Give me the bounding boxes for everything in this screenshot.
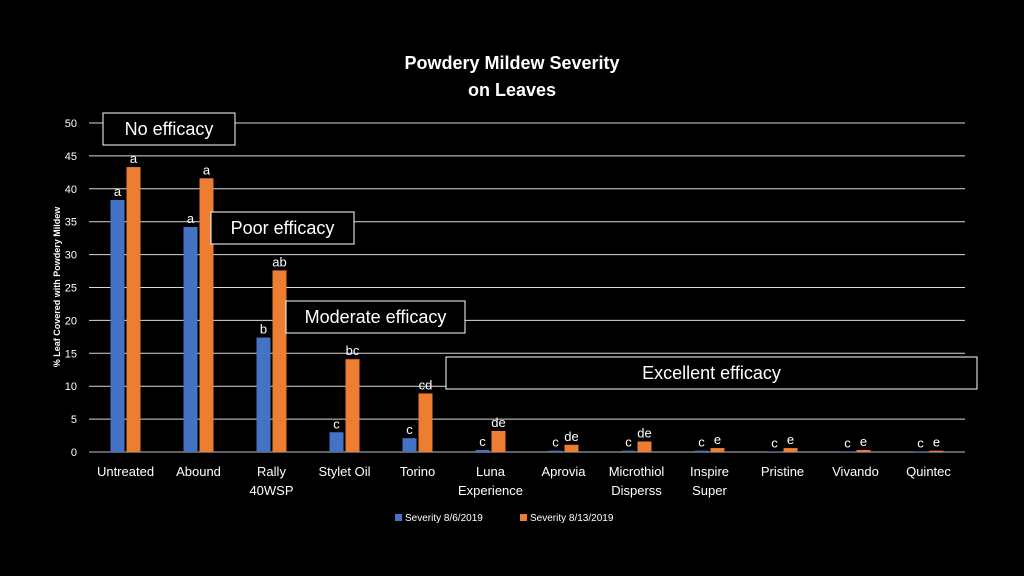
efficacy-annotation-box	[210, 211, 355, 245]
bar-label: c	[844, 435, 851, 450]
efficacy-annotations: No efficacy Poor efficacy Moderate efficac…	[102, 112, 978, 390]
legend-swatch	[520, 514, 527, 521]
category-label: Pristine	[761, 464, 804, 479]
bar	[199, 178, 214, 452]
category-label: Microthiol	[609, 464, 665, 479]
bar-label: c	[333, 416, 340, 431]
bar	[183, 226, 198, 452]
bar	[548, 450, 563, 452]
category-label: Luna	[476, 464, 506, 479]
bar-label: e	[860, 434, 867, 449]
category-label: Inspire	[690, 464, 729, 479]
efficacy-annotation-label: No efficacy	[125, 119, 214, 139]
bar-label: a	[203, 162, 211, 177]
bar-label: c	[625, 435, 632, 450]
category-label: Torino	[400, 464, 435, 479]
category-label: Rally	[257, 464, 286, 479]
bar	[256, 337, 271, 452]
legend-swatch	[395, 514, 402, 521]
category-label: Abound	[176, 464, 221, 479]
bar	[272, 270, 287, 452]
y-tick-label: 25	[65, 283, 77, 295]
bar-label: c	[771, 435, 778, 450]
bar-label: e	[714, 432, 721, 447]
efficacy-annotation-label: Excellent efficacy	[642, 363, 781, 383]
category-label: Untreated	[97, 464, 154, 479]
efficacy-annotation-label: Moderate efficacy	[305, 307, 447, 327]
y-tick-label: 40	[65, 184, 77, 196]
legend-label: Severity 8/13/2019	[530, 513, 614, 524]
bar	[110, 199, 125, 452]
y-tick-label: 0	[71, 447, 77, 459]
bar	[475, 450, 490, 452]
bar-label: a	[114, 184, 122, 199]
bar	[345, 359, 360, 452]
gridlines	[89, 122, 965, 453]
chart-title: Powdery Mildew Severity on Leaves	[404, 53, 619, 100]
bar	[402, 438, 417, 452]
legend: Severity 8/6/2019 Severity 8/13/2019	[395, 513, 614, 524]
y-tick-labels: 0 5 10 15 20 25 30 35 40 45 50	[65, 118, 77, 459]
chart-title-line-2: on Leaves	[468, 80, 556, 100]
bar-label: de	[564, 429, 578, 444]
y-tick-label: 5	[71, 414, 77, 426]
chart-title-line-1: Powdery Mildew Severity	[404, 53, 619, 73]
category-label: Aprovia	[541, 464, 586, 479]
bar-label: c	[698, 435, 705, 450]
efficacy-annotation-box	[102, 112, 236, 146]
category-label: Quintec	[906, 464, 951, 479]
bar-label: e	[787, 432, 794, 447]
bar-label: c	[917, 435, 924, 450]
bar	[637, 441, 652, 452]
bar	[564, 444, 579, 452]
bar	[491, 430, 506, 452]
bar	[913, 451, 928, 452]
y-tick-label: 15	[65, 348, 77, 360]
category-labels: Untreated Abound Rally 40WSP Stylet Oil Torin…	[97, 464, 951, 498]
efficacy-annotation-label: Poor efficacy	[231, 218, 335, 238]
efficacy-annotation-box	[285, 300, 466, 334]
bar-label: e	[933, 435, 940, 450]
category-label: Super	[692, 483, 727, 498]
efficacy-annotation-box	[445, 356, 978, 390]
bar-label: c	[552, 435, 559, 450]
bar-label: de	[491, 415, 505, 430]
category-label: Stylet Oil	[318, 464, 370, 479]
y-tick-label: 20	[65, 315, 77, 327]
y-tick-label: 45	[65, 151, 77, 163]
bar	[767, 451, 782, 452]
bars	[110, 167, 944, 452]
category-label: 40WSP	[249, 483, 293, 498]
bar	[710, 448, 725, 452]
bar-label: a	[130, 151, 138, 166]
y-tick-label: 10	[65, 381, 77, 393]
bar-label: c	[479, 434, 486, 449]
bar	[621, 450, 636, 452]
bar-label: b	[260, 322, 267, 337]
bar	[126, 167, 141, 452]
bar-label: a	[187, 211, 195, 226]
y-tick-label: 50	[65, 118, 77, 130]
y-tick-label: 30	[65, 250, 77, 262]
bar	[694, 450, 709, 452]
category-label: Vivando	[832, 464, 879, 479]
bar	[840, 451, 855, 452]
bar	[856, 450, 871, 452]
bar-label: ab	[272, 254, 286, 269]
bar	[418, 393, 433, 452]
bar	[929, 450, 944, 452]
bar-label: cd	[419, 377, 433, 392]
bar-label: de	[637, 425, 651, 440]
bar	[783, 448, 798, 452]
category-label: Disperss	[611, 483, 662, 498]
bar	[329, 432, 344, 452]
bar-label: bc	[346, 343, 360, 358]
legend-label: Severity 8/6/2019	[405, 513, 483, 524]
y-axis-label: % Leaf Covered with Powdery Mildew	[52, 206, 62, 368]
y-tick-label: 35	[65, 217, 77, 229]
bar-label: c	[406, 422, 413, 437]
category-label: Experience	[458, 483, 523, 498]
